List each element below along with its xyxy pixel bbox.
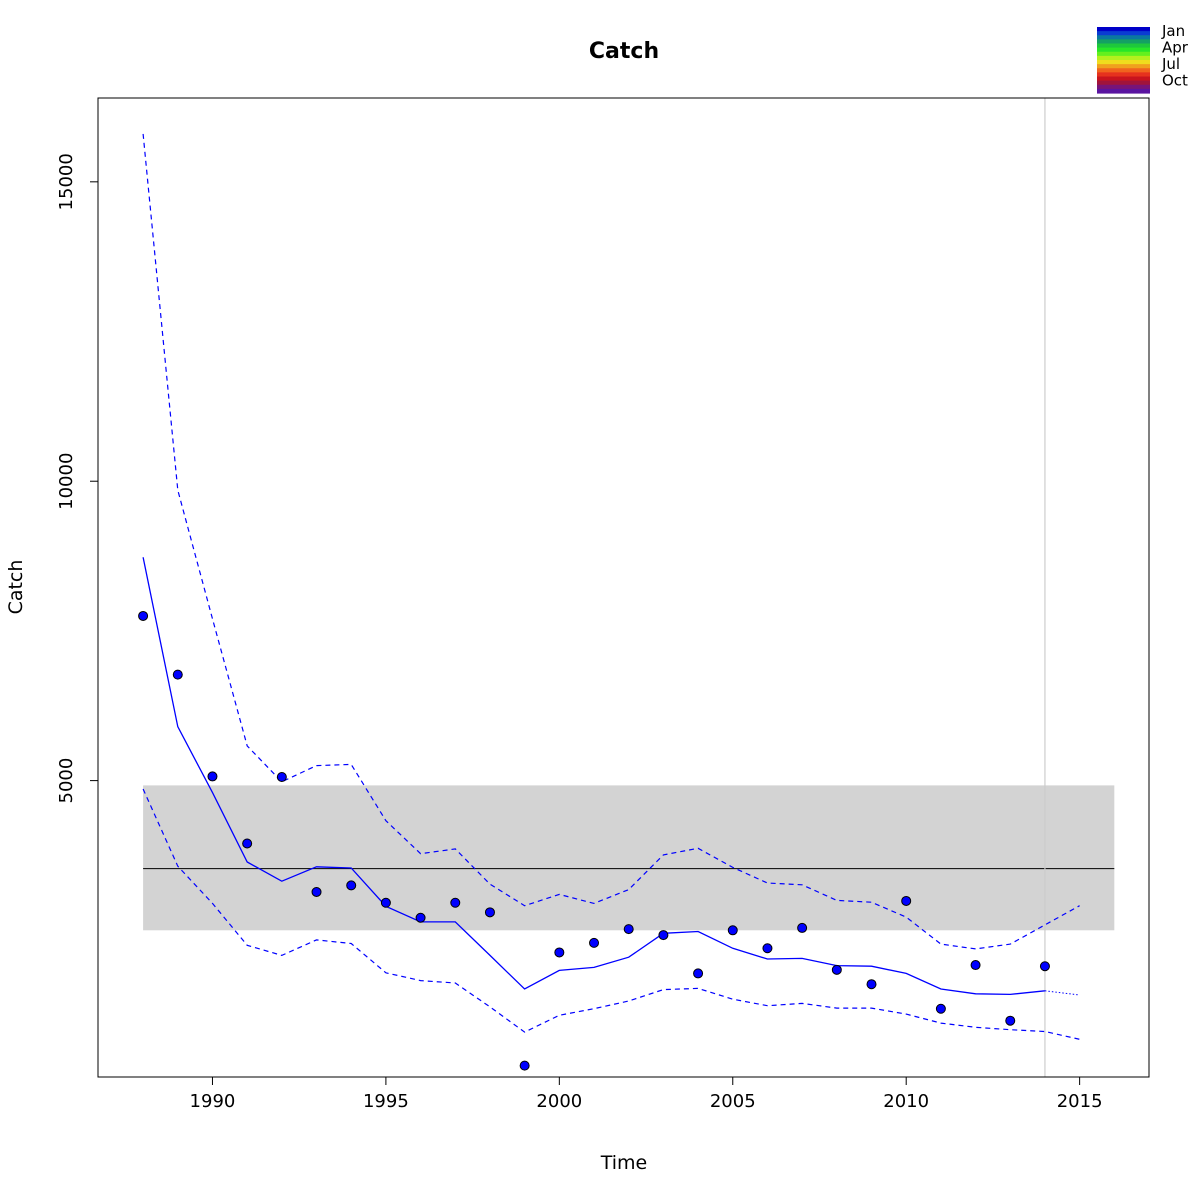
legend-color-swatch <box>1097 47 1150 53</box>
observed-point <box>901 895 912 906</box>
fitted-line <box>142 557 1045 996</box>
observed-point <box>346 880 357 891</box>
upper-bound-line <box>142 133 1080 950</box>
legend-color-swatch <box>1097 60 1150 65</box>
x-tick-label: 1995 <box>363 1091 409 1112</box>
legend-color-swatch <box>1097 80 1150 86</box>
legend-color-swatch <box>1097 51 1150 57</box>
observed-point <box>797 922 808 933</box>
legend-label: Jan <box>1161 22 1185 40</box>
observed-point <box>484 907 495 918</box>
observed-point <box>831 964 842 975</box>
legend-label: Oct <box>1162 72 1188 90</box>
observed-point <box>519 1060 530 1071</box>
x-tick-label: 1990 <box>190 1091 236 1112</box>
observed-point <box>1039 961 1050 972</box>
legend-label: Apr <box>1162 39 1189 57</box>
observed-point <box>762 943 773 954</box>
observed-point <box>658 930 669 941</box>
legend-label: Jul <box>1161 55 1180 73</box>
observed-point <box>623 924 634 935</box>
observed-point <box>693 968 704 979</box>
observed-point <box>450 897 461 908</box>
forecast-line <box>1044 990 1080 996</box>
legend-color-swatch <box>1097 76 1150 82</box>
y-axis-label: Catch <box>5 560 27 615</box>
observed-point <box>1005 1015 1016 1026</box>
observed-point <box>589 937 600 948</box>
lower-bound-line <box>142 788 1080 1040</box>
reference-band <box>143 785 1115 931</box>
x-tick-label: 2000 <box>536 1091 582 1112</box>
y-tick-label: 10000 <box>56 453 77 510</box>
legend-color-swatch <box>1097 88 1150 94</box>
observed-point <box>935 1003 946 1014</box>
observed-point <box>727 925 738 936</box>
observed-point <box>380 897 391 908</box>
observed-point <box>311 886 322 897</box>
legend-color-swatch <box>1097 72 1150 78</box>
legend-color-swatch <box>1097 55 1150 61</box>
legend-color-swatch <box>1097 43 1150 49</box>
plot-area: 1990 1995 2000 2005 2010 2015 5000 10000 15000 <box>56 97 1150 1112</box>
x-tick-label: 2015 <box>1057 1091 1103 1112</box>
x-axis-label: Time <box>600 1152 648 1174</box>
legend-color-swatch <box>1097 35 1150 40</box>
observed-point <box>415 912 426 923</box>
observed-point <box>970 960 981 971</box>
legend-color-swatch <box>1097 84 1150 90</box>
legend-color-swatch <box>1097 64 1150 69</box>
observed-point <box>207 771 218 782</box>
legend-color-swatch <box>1097 39 1150 45</box>
y-tick-label: 15000 <box>56 153 77 210</box>
x-tick-label: 2010 <box>883 1091 929 1112</box>
legend-color-swatch <box>1097 27 1150 32</box>
legend-color-swatch <box>1097 31 1150 36</box>
observed-point <box>866 979 877 990</box>
chart-title: Catch <box>589 39 659 64</box>
observed-point <box>172 669 183 680</box>
y-tick-label: 5000 <box>56 758 77 804</box>
legend-color-swatch <box>1097 68 1150 73</box>
x-tick-label: 2005 <box>710 1091 756 1112</box>
observed-point <box>138 610 149 621</box>
observed-point <box>242 838 253 849</box>
observed-point <box>276 772 287 783</box>
observed-point <box>554 947 565 958</box>
